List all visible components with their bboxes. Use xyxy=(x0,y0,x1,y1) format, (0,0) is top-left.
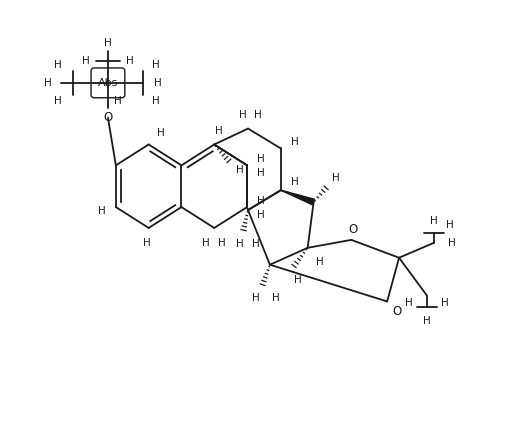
Polygon shape xyxy=(280,190,314,205)
Text: H: H xyxy=(251,293,260,303)
Text: H: H xyxy=(257,168,264,178)
Text: H: H xyxy=(293,275,301,285)
Text: H: H xyxy=(157,128,164,137)
Text: H: H xyxy=(236,165,243,175)
Text: H: H xyxy=(331,173,339,183)
Text: O: O xyxy=(392,305,401,318)
Text: H: H xyxy=(54,60,62,70)
Text: H: H xyxy=(154,78,161,88)
Text: H: H xyxy=(82,56,90,66)
Text: H: H xyxy=(236,239,243,249)
Text: H: H xyxy=(218,238,226,248)
Text: H: H xyxy=(315,257,323,267)
Text: H: H xyxy=(98,206,106,216)
Text: Abs: Abs xyxy=(97,78,118,88)
Text: H: H xyxy=(405,299,412,308)
Text: H: H xyxy=(202,238,210,248)
Text: H: H xyxy=(290,137,298,147)
Text: H: H xyxy=(251,239,260,249)
Text: H: H xyxy=(254,110,261,119)
Text: H: H xyxy=(54,96,62,106)
Text: H: H xyxy=(257,154,264,164)
Text: O: O xyxy=(348,223,357,236)
Text: H: H xyxy=(290,177,298,187)
Text: H: H xyxy=(152,60,159,70)
Text: H: H xyxy=(114,96,122,106)
Text: H: H xyxy=(44,78,52,88)
Text: H: H xyxy=(257,196,264,206)
Text: H: H xyxy=(429,216,437,226)
Text: H: H xyxy=(422,317,430,326)
Text: H: H xyxy=(440,299,448,308)
Text: H: H xyxy=(126,56,133,66)
Text: H: H xyxy=(142,238,150,248)
Text: H: H xyxy=(272,293,279,303)
Text: H: H xyxy=(447,238,454,248)
Text: H: H xyxy=(215,126,223,136)
Text: H: H xyxy=(152,96,159,106)
Text: H: H xyxy=(257,210,264,220)
Text: H: H xyxy=(445,220,452,230)
FancyBboxPatch shape xyxy=(91,68,125,98)
Text: O: O xyxy=(103,111,112,124)
Text: H: H xyxy=(239,110,246,119)
Text: H: H xyxy=(104,38,112,48)
